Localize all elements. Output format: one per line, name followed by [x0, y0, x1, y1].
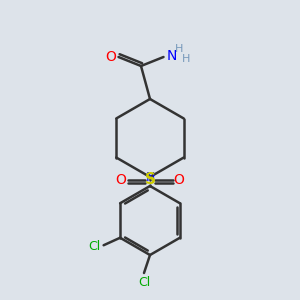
- Text: Cl: Cl: [88, 240, 101, 253]
- Text: Cl: Cl: [138, 275, 150, 289]
- Text: H: H: [175, 44, 183, 55]
- Text: O: O: [174, 173, 184, 187]
- Text: O: O: [106, 50, 116, 64]
- Text: H: H: [182, 54, 190, 64]
- Text: O: O: [116, 173, 126, 187]
- Text: N: N: [167, 49, 177, 62]
- Text: S: S: [145, 172, 155, 188]
- Text: N: N: [145, 170, 155, 184]
